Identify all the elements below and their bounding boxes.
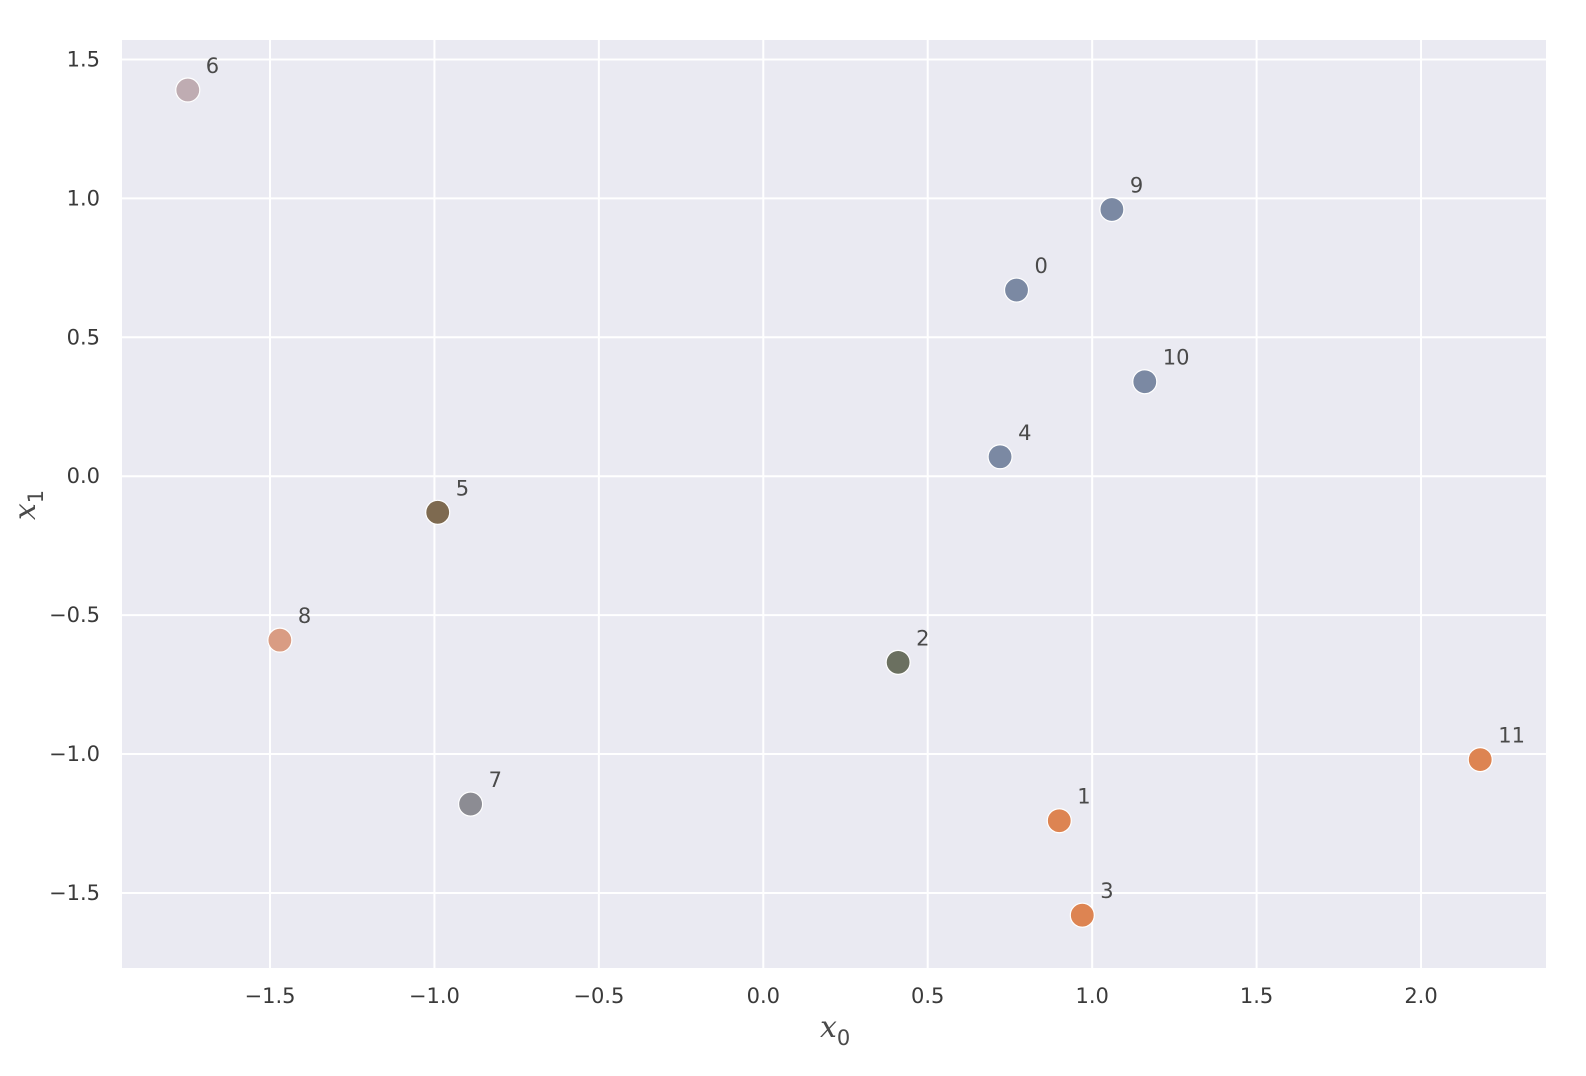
x-axis-label-sub: 0 — [837, 1026, 850, 1050]
point-label-4: 4 — [1018, 421, 1031, 445]
y-axis-label-base: x — [8, 503, 43, 520]
data-points — [175, 77, 1493, 928]
y-tick-label: 0.5 — [67, 325, 100, 349]
point-label-0: 0 — [1035, 254, 1048, 278]
data-point-10 — [1132, 369, 1158, 395]
grid — [122, 40, 1546, 968]
data-point-4 — [987, 444, 1013, 470]
point-label-6: 6 — [206, 54, 219, 78]
x-tick-label: 0.0 — [747, 984, 780, 1008]
data-point-9 — [1099, 196, 1125, 223]
x-axis-label: x0 — [820, 1010, 850, 1050]
x-tick-label: 1.0 — [1075, 984, 1108, 1008]
point-labels: 0 1 2 3 4 5 6 7 8 9 10 11 — [206, 54, 1525, 903]
data-point-7 — [458, 791, 484, 817]
x-tick-label: −0.5 — [573, 984, 624, 1008]
point-label-1: 1 — [1077, 785, 1090, 809]
y-axis-label: x1 — [8, 490, 48, 520]
x-tick-labels: −1.5 −1.0 −0.5 0.0 0.5 1.0 1.5 2.0 — [244, 984, 1437, 1008]
x-tick-label: 1.5 — [1240, 984, 1273, 1008]
plot-background — [122, 40, 1546, 968]
y-tick-label: 1.5 — [67, 47, 100, 71]
data-point-0 — [1003, 277, 1030, 303]
point-label-7: 7 — [489, 768, 502, 792]
data-point-5 — [425, 499, 451, 525]
x-tick-label: 2.0 — [1404, 984, 1437, 1008]
x-axis-label-base: x — [820, 1010, 837, 1045]
point-label-9: 9 — [1130, 173, 1143, 197]
x-tick-label: 0.5 — [911, 984, 944, 1008]
y-axis-label-sub: 1 — [24, 490, 48, 503]
y-tick-labels: −1.5 −1.0 −0.5 0.0 0.5 1.0 1.5 — [49, 47, 100, 905]
data-point-2 — [885, 649, 911, 675]
y-tick-label: 0.0 — [67, 464, 100, 488]
y-tick-label: −1.0 — [49, 742, 100, 766]
data-point-11 — [1467, 747, 1493, 773]
data-point-8 — [267, 627, 293, 653]
y-tick-label: −0.5 — [49, 603, 100, 627]
y-tick-label: 1.0 — [67, 186, 100, 210]
y-tick-label: −1.5 — [49, 881, 100, 905]
point-label-3: 3 — [1100, 879, 1113, 903]
point-label-11: 11 — [1498, 724, 1525, 748]
point-label-2: 2 — [916, 626, 929, 650]
data-point-3 — [1069, 902, 1095, 928]
data-point-1 — [1046, 808, 1072, 834]
x-tick-label: −1.0 — [409, 984, 460, 1008]
x-tick-label: −1.5 — [244, 984, 295, 1008]
point-label-10: 10 — [1163, 346, 1190, 370]
point-label-5: 5 — [456, 476, 469, 500]
data-point-6 — [175, 77, 201, 103]
point-label-8: 8 — [298, 604, 311, 628]
